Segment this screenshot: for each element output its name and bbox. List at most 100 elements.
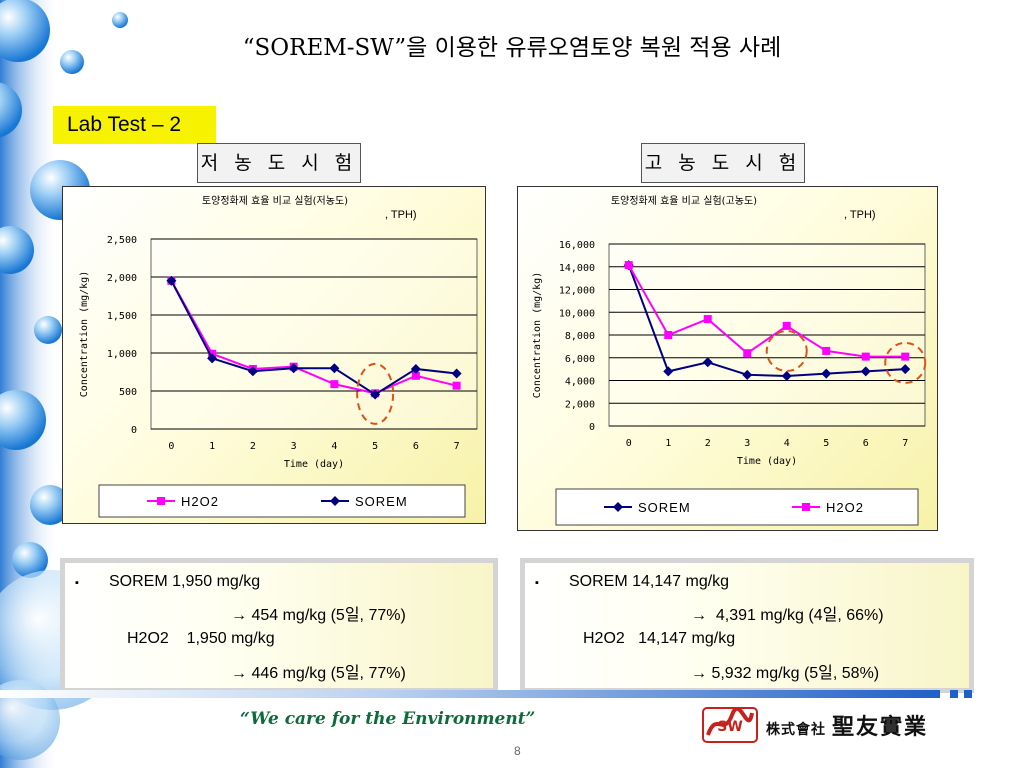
x-tick-label: 2: [250, 441, 256, 452]
x-tick-label: 6: [863, 438, 869, 449]
x-axis-label: Time (day): [284, 459, 344, 470]
data-point-h2o2: [782, 321, 791, 330]
x-tick-label: 6: [413, 441, 419, 452]
highlight-circle: [356, 362, 395, 425]
x-tick-label: 5: [823, 438, 829, 449]
footer-divider: [0, 690, 940, 698]
chart-title-suffix: , TPH): [385, 209, 417, 221]
slide-title: “SOREM-SW”을 이용한 유류오염토양 복원 적용 사례: [242, 35, 782, 61]
legend-marker: [330, 496, 340, 506]
data-point-h2o2: [330, 380, 339, 389]
summary-line: SOREM 1,950 mg/kg: [109, 573, 261, 590]
x-tick-label: 4: [784, 438, 790, 449]
x-tick-label: 7: [902, 438, 908, 449]
legend-marker: [613, 502, 623, 512]
company-slogan: “We care for the Environment”: [240, 709, 536, 729]
data-point-h2o2: [861, 352, 870, 361]
x-tick-label: 0: [626, 438, 632, 449]
y-axis-label: Concentration (mg/kg): [79, 271, 90, 397]
x-tick-label: 2: [705, 438, 711, 449]
high-concentration-chart-svg: 토양정화제 효율 비교 실험(고농도) , TPH) 0 2,000 4,000 6,00…: [532, 195, 927, 526]
x-tick-label: 0: [168, 441, 174, 452]
company-name-text: 聖友實業: [832, 714, 929, 740]
bullet-icon: ▪: [75, 577, 79, 589]
y-tick-label: 2,000: [107, 273, 137, 284]
svg-text:SW: SW: [717, 719, 743, 735]
legend-marker: [157, 497, 165, 505]
chart-title-suffix: , TPH): [844, 209, 876, 221]
data-point-sorem: [781, 371, 792, 382]
bullet-icon: ▪: [535, 577, 539, 589]
chart-title: 토양정화제 효율 비교 실험(고농도): [611, 195, 757, 207]
series-line-sorem: [170, 280, 457, 396]
data-point-sorem: [288, 363, 299, 374]
y-tick-label: 0: [589, 422, 595, 433]
data-point-sorem: [247, 366, 258, 377]
y-tick-label: 2,500: [107, 235, 137, 246]
low-concentration-summary: ▪ SOREM 1,950 mg/kg → 454 mg/kg (5일, 77%…: [60, 558, 498, 693]
summary-line: → 454 mg/kg (5일, 77%): [231, 607, 406, 624]
summary-line: → 4,391 mg/kg (4일, 66%): [691, 607, 884, 624]
data-point-sorem: [451, 368, 462, 379]
series-line-h2o2: [627, 264, 906, 358]
low-concentration-chart: 토양정화제 효율 비교 실험(저농도) , TPH) 0 500 1,000 1,500 2…: [62, 186, 486, 524]
company-prefix: 株式會社: [766, 722, 826, 738]
low-concentration-chart-svg: 토양정화제 효율 비교 실험(저농도) , TPH) 0 500 1,000 1,500 2…: [79, 195, 478, 518]
x-axis-label: Time (day): [737, 456, 797, 467]
footer-dot: [950, 690, 958, 698]
x-tick-label: 1: [209, 441, 215, 452]
series-line-sorem: [627, 264, 906, 378]
high-concentration-summary: ▪ SOREM 14,147 mg/kg → 4,391 mg/kg (4일, …: [520, 558, 974, 693]
y-tick-label: 16,000: [559, 240, 595, 251]
chart-title: 토양정화제 효율 비교 실험(저농도): [202, 195, 348, 207]
legend-label: H2O2: [826, 500, 864, 515]
x-tick-label: 3: [744, 438, 750, 449]
high-concentration-chart: 토양정화제 효율 비교 실험(고농도) , TPH) 0 2,000 4,000 6,00…: [517, 186, 938, 531]
y-tick-label: 0: [131, 425, 137, 436]
summary-line: SOREM 14,147 mg/kg: [569, 573, 730, 590]
y-tick-label: 8,000: [565, 331, 595, 342]
data-point-sorem: [663, 366, 674, 377]
data-point-sorem: [821, 368, 832, 379]
plot-area: [150, 238, 478, 430]
data-point-sorem: [860, 366, 871, 377]
data-point-h2o2: [411, 371, 420, 380]
data-point-h2o2: [901, 352, 910, 361]
data-point-sorem: [410, 363, 421, 374]
highlight-circle: [765, 329, 808, 372]
legend-marker: [802, 503, 810, 511]
y-axis-label: Concentration (mg/kg): [532, 272, 543, 398]
x-tick-label: 3: [291, 441, 297, 452]
data-point-sorem: [166, 275, 177, 286]
y-tick-label: 500: [119, 387, 137, 398]
low-concentration-label: 저 농 도 시 험: [197, 143, 361, 183]
data-point-sorem: [207, 353, 218, 364]
x-tick-label: 7: [454, 441, 460, 452]
company-logo-icon: SW: [702, 707, 758, 743]
legend-label: H2O2: [181, 494, 219, 509]
legend-label: SOREM: [638, 500, 691, 515]
data-point-h2o2: [664, 331, 673, 339]
data-point-h2o2: [703, 315, 712, 324]
summary-line: → 5,932 mg/kg (5일, 58%): [691, 665, 880, 682]
company-name: 株式會社 聖友實業: [766, 709, 928, 741]
data-point-sorem: [702, 357, 713, 368]
y-tick-label: 14,000: [559, 263, 595, 274]
y-tick-label: 1,000: [107, 349, 137, 360]
y-tick-label: 1,500: [107, 311, 137, 322]
data-point-sorem: [742, 369, 753, 380]
data-point-h2o2: [822, 346, 831, 355]
y-tick-label: 12,000: [559, 286, 595, 297]
lab-test-label: Lab Test – 2: [53, 106, 216, 144]
summary-line: H2O2 14,147 mg/kg: [583, 630, 736, 647]
highlight-circle: [884, 341, 927, 384]
page-number: 8: [514, 744, 521, 758]
x-tick-label: 5: [372, 441, 378, 452]
data-point-h2o2: [743, 349, 752, 358]
series-line-h2o2: [170, 280, 457, 395]
summary-line: H2O2 1,950 mg/kg: [127, 630, 275, 647]
data-point-sorem: [329, 363, 340, 374]
high-concentration-label: 고 농 도 시 험: [641, 143, 805, 183]
y-tick-label: 10,000: [559, 308, 595, 319]
data-point-sorem: [370, 389, 381, 400]
